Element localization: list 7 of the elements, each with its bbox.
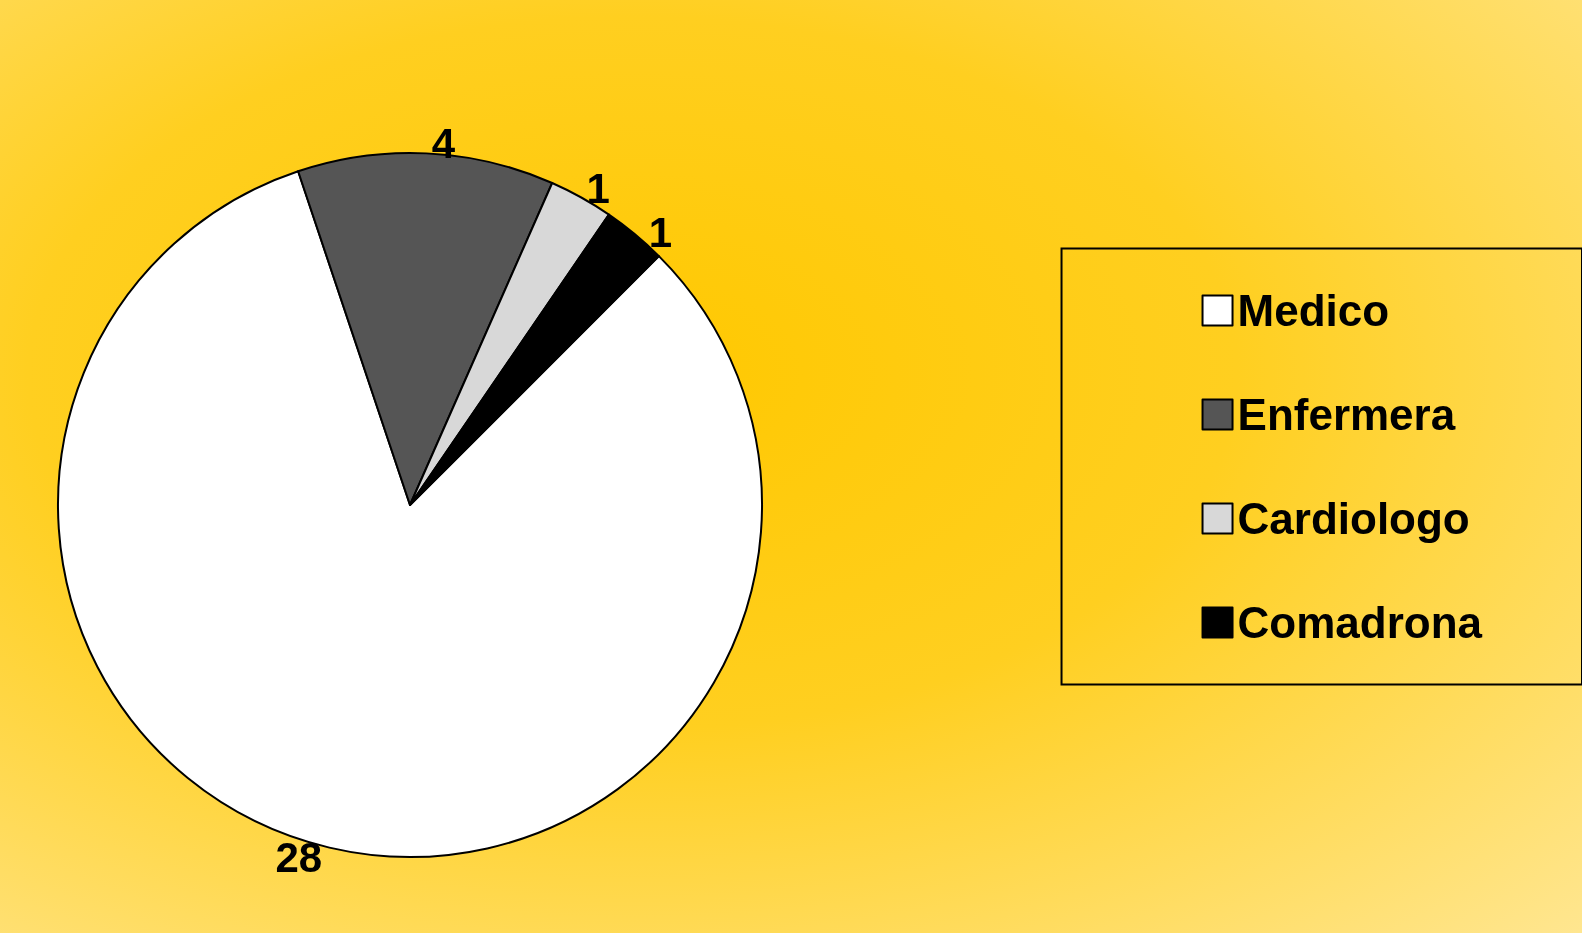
data-label: 1	[586, 165, 610, 213]
legend-label: Comadrona	[1237, 598, 1483, 647]
legend-label: Enfermera	[1237, 390, 1456, 439]
data-label: 28	[275, 833, 323, 881]
legend-label: Medico	[1237, 286, 1390, 335]
data-label: 1	[648, 209, 673, 257]
legend-label: Cardiologo	[1237, 494, 1470, 543]
